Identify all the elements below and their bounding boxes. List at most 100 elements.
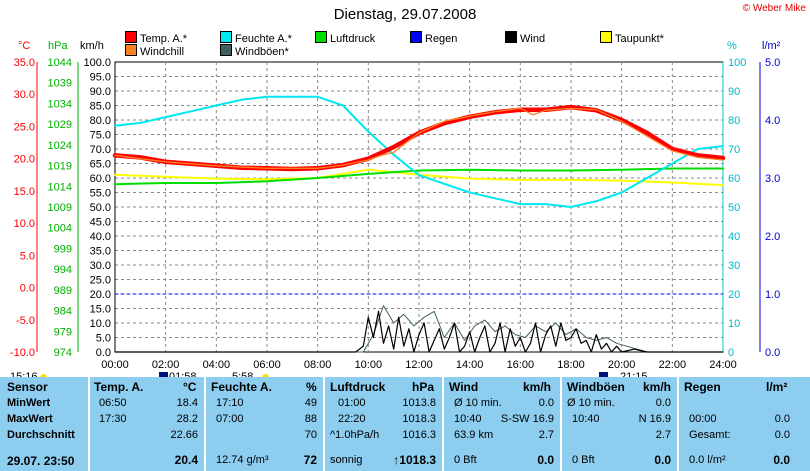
column-separator bbox=[677, 377, 679, 471]
gust-max-time: 10:40 bbox=[572, 413, 600, 425]
humidity-absolute: 12.74 g/m³ bbox=[216, 454, 269, 466]
weather-chart: 35.0 30.0 25.0 20.0 15.0 10.0 5.0 0.0 -5.0 -10.0 1… bbox=[10, 57, 780, 371]
legend-temp: Temp. A.* bbox=[125, 31, 187, 45]
humidity-tick-label: 70 bbox=[728, 144, 740, 156]
humidity-unit: % bbox=[306, 380, 317, 394]
rain-current-label: 0.0 l/m² bbox=[689, 454, 726, 466]
humidity-tick-label: 100 bbox=[728, 57, 746, 69]
temp-tick-label: 5.0 bbox=[20, 250, 35, 262]
x-tick-label: 00:00 bbox=[101, 359, 129, 371]
rain-time: 00:00 bbox=[689, 413, 717, 425]
wind-tick-label: 15.0 bbox=[90, 304, 111, 316]
pressure-tick-label: 984 bbox=[54, 306, 72, 318]
wind-tick-label: 80.0 bbox=[90, 115, 111, 127]
temp-min-time: 06:50 bbox=[99, 397, 127, 409]
wind-tick-label: 25.0 bbox=[90, 275, 111, 287]
humidity-tick-label: 90 bbox=[728, 86, 740, 98]
legend-rain: Regen bbox=[410, 31, 457, 45]
humidity-tick-label: 0 bbox=[728, 347, 734, 359]
wind-avg10: 0.0 bbox=[538, 397, 554, 409]
wind-header: Wind bbox=[449, 380, 479, 394]
x-tick-label: 20:00 bbox=[608, 359, 636, 371]
temp-tick-label: 15.0 bbox=[14, 186, 35, 198]
gust-avg10-label: Ø 10 min. bbox=[567, 397, 615, 409]
legend-windchill: Windchill bbox=[125, 44, 184, 58]
series-wind bbox=[114, 310, 724, 353]
wind-tick-label: 45.0 bbox=[90, 217, 111, 229]
humidity-tick-label: 50 bbox=[728, 202, 740, 214]
wind-tick-label: 90.0 bbox=[90, 86, 111, 98]
gust-unit: km/h bbox=[643, 380, 672, 394]
temp-current: 20.4 bbox=[174, 453, 198, 467]
legend-label: Regen bbox=[425, 33, 458, 45]
wind-tick-label: 0.0 bbox=[96, 347, 111, 359]
row-label-max: MaxWert bbox=[7, 413, 53, 425]
x-tick-label: 08:00 bbox=[304, 359, 332, 371]
rain-tick-label: 1.0 bbox=[765, 289, 780, 301]
pressure-tick-label: 1039 bbox=[48, 78, 72, 90]
wind-axis-header: km/h bbox=[80, 40, 104, 52]
pressure-tick-label: 989 bbox=[54, 285, 72, 297]
pressure-min: 1013.8 bbox=[402, 397, 436, 409]
gust-header: Windböen bbox=[567, 380, 625, 394]
stats-table: Sensor MinWert MaxWert Durchschnitt 29.0… bbox=[0, 377, 810, 471]
column-separator bbox=[88, 377, 90, 471]
pressure-axis-header: hPa bbox=[48, 40, 68, 52]
x-tick-label: 22:00 bbox=[659, 359, 687, 371]
legend-label: Wind bbox=[520, 33, 546, 45]
rain-tick-label: 0.0 bbox=[765, 347, 780, 359]
wind-tick-label: 100.0 bbox=[83, 57, 111, 69]
legend-gust: Windböen* bbox=[220, 44, 289, 58]
sensor-header: Sensor bbox=[7, 380, 48, 394]
wind-tick-label: 35.0 bbox=[90, 246, 111, 258]
temp-tick-label: 20.0 bbox=[14, 154, 35, 166]
pressure-trend: ^1.0hPa/h bbox=[330, 429, 380, 441]
series-luftdruck bbox=[114, 167, 724, 186]
humidity-avg: 70 bbox=[304, 429, 317, 441]
temp-tick-label: 10.0 bbox=[14, 218, 35, 230]
column-separator bbox=[442, 377, 444, 471]
legend-swatch bbox=[220, 31, 232, 43]
moonset-icon bbox=[599, 372, 608, 381]
wind-avg10-label: Ø 10 min. bbox=[454, 397, 502, 409]
x-tick-label: 14:00 bbox=[456, 359, 484, 371]
wind-unit: km/h bbox=[523, 380, 552, 394]
pressure-tick-label: 1029 bbox=[48, 119, 72, 131]
rain-unit: l/m² bbox=[766, 380, 788, 394]
pressure-tick-label: 1024 bbox=[48, 140, 72, 152]
legend-swatch bbox=[410, 31, 422, 43]
rain-current: 0.0 bbox=[773, 453, 790, 467]
column-separator bbox=[204, 377, 206, 471]
pressure-tick-label: 1009 bbox=[48, 202, 72, 214]
gust-beaufort: 0 Bft bbox=[572, 454, 595, 466]
x-tick-label: 04:00 bbox=[203, 359, 231, 371]
pressure-max: 1018.3 bbox=[402, 413, 436, 425]
humidity-header: Feuchte A. bbox=[211, 380, 272, 394]
humidity-max: 88 bbox=[304, 413, 317, 425]
humidity-tick-label: 20 bbox=[728, 289, 740, 301]
pressure-unit: hPa bbox=[412, 380, 435, 394]
pressure-tick-label: 1034 bbox=[48, 98, 72, 110]
legend-wind: Wind bbox=[505, 31, 545, 45]
temp-unit: °C bbox=[183, 380, 197, 394]
wind-tick-label: 75.0 bbox=[90, 130, 111, 142]
legend-swatch bbox=[125, 31, 137, 43]
legend-label: Taupunkt* bbox=[615, 33, 664, 45]
x-tick-label: 06:00 bbox=[253, 359, 281, 371]
humidity-max-time: 07:00 bbox=[216, 413, 244, 425]
humidity-tick-label: 40 bbox=[728, 231, 740, 243]
temp-tick-label: 35.0 bbox=[14, 57, 35, 69]
wind-beaufort: 0 Bft bbox=[454, 454, 477, 466]
humidity-min: 49 bbox=[304, 397, 317, 409]
wind-tick-label: 85.0 bbox=[90, 101, 111, 113]
pressure-min-time: 01:00 bbox=[338, 397, 366, 409]
temp-tick-label: 0.0 bbox=[20, 283, 35, 295]
wind-tick-label: 10.0 bbox=[90, 318, 111, 330]
legend-label: Temp. A.* bbox=[140, 33, 188, 45]
temp-min: 18.4 bbox=[176, 397, 198, 409]
humidity-tick-label: 60 bbox=[728, 173, 740, 185]
legend-label: Windchill bbox=[140, 46, 185, 58]
legend-pressure: Luftdruck bbox=[315, 31, 375, 45]
temp-header: Temp. A. bbox=[94, 380, 144, 394]
x-tick-label: 18:00 bbox=[557, 359, 585, 371]
